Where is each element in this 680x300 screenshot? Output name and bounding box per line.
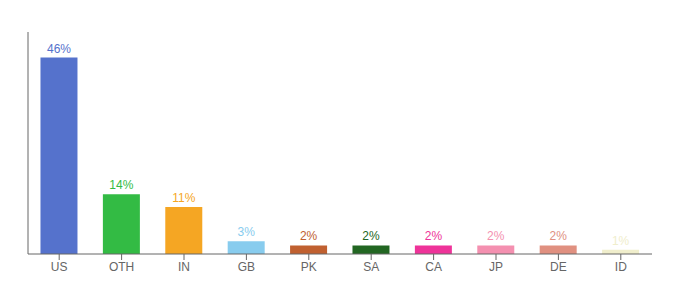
svg-text:SA: SA xyxy=(363,260,379,274)
svg-text:2%: 2% xyxy=(300,229,318,243)
svg-text:3%: 3% xyxy=(238,225,256,239)
svg-text:US: US xyxy=(51,260,68,274)
svg-text:1%: 1% xyxy=(612,234,630,248)
svg-text:JP: JP xyxy=(489,260,503,274)
svg-text:11%: 11% xyxy=(172,191,195,205)
svg-text:2%: 2% xyxy=(362,229,380,243)
svg-text:DE: DE xyxy=(550,260,567,274)
svg-text:IN: IN xyxy=(178,260,190,274)
svg-text:OTH: OTH xyxy=(109,260,134,274)
svg-text:2%: 2% xyxy=(550,229,568,243)
svg-text:46%: 46% xyxy=(47,42,71,56)
svg-text:ID: ID xyxy=(615,260,627,274)
svg-text:2%: 2% xyxy=(425,229,443,243)
svg-text:PK: PK xyxy=(301,260,317,274)
svg-text:CA: CA xyxy=(425,260,442,274)
svg-text:GB: GB xyxy=(238,260,255,274)
svg-text:14%: 14% xyxy=(109,178,133,192)
svg-text:2%: 2% xyxy=(487,229,505,243)
